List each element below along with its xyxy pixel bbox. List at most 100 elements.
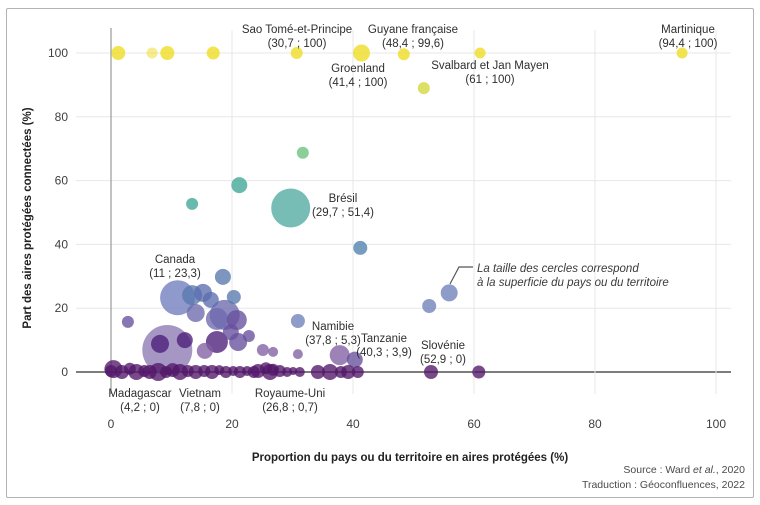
- x-tick-label: 80: [588, 417, 602, 431]
- bubble-slov-nie: [424, 365, 438, 379]
- bubble: [289, 367, 298, 375]
- country-label-name: Groenland: [331, 63, 385, 75]
- bubble: [422, 299, 437, 313]
- bubble: [290, 314, 305, 328]
- bubble: [440, 284, 458, 302]
- bubble: [198, 365, 211, 377]
- annotation-leader-line: [449, 266, 473, 285]
- x-tick-label: 60: [467, 417, 481, 431]
- bubble: [205, 308, 228, 330]
- country-label-name: Brésil: [329, 193, 358, 205]
- bubble-sao-tom-et-principe: [290, 47, 303, 59]
- tick-labels: 0 20 40 60 80 100 0 20 40 60 80 100: [48, 46, 726, 431]
- country-label-value: (37,8 ; 5,3): [305, 335, 361, 347]
- bubble: [176, 332, 193, 349]
- bubble-tanzanie: [346, 351, 363, 368]
- country-label-value: (30,7 ; 100): [268, 38, 327, 50]
- y-tick-label: 0: [61, 365, 68, 379]
- bubble: [228, 366, 239, 376]
- bubble: [417, 82, 430, 95]
- country-label-value: (94,4 ; 100): [659, 38, 718, 50]
- country-label-name: Slovénie: [421, 340, 465, 352]
- y-axis-title: Part des aires protégées connectées (%): [22, 107, 34, 328]
- bubble: [151, 334, 169, 353]
- bubble: [105, 365, 117, 377]
- x-tick-label: 100: [706, 417, 726, 431]
- country-labels: Sao Tomé-et-Principe (30,7 ; 100) Groenlan…: [108, 24, 717, 414]
- x-tick-label: 40: [346, 417, 360, 431]
- bubble-guyane-fran-aise: [397, 48, 410, 61]
- bubble: [351, 366, 364, 378]
- bubble-groenland: [353, 44, 370, 62]
- bubble: [322, 364, 338, 380]
- country-label-name: Vietnam: [179, 388, 221, 400]
- country-label-value: (29,7 ; 51,4): [312, 207, 374, 219]
- x-tick-label: 20: [225, 417, 239, 431]
- country-label-value: (52,9 ; 0): [420, 354, 466, 366]
- bubble: [268, 346, 279, 357]
- bubble: [186, 304, 205, 322]
- x-tick-label: 0: [108, 417, 115, 431]
- bubbles: [104, 44, 688, 381]
- y-tick-label: 20: [55, 301, 69, 315]
- bubble: [296, 146, 309, 159]
- country-label-name: Canada: [155, 254, 196, 266]
- bubble: [310, 365, 325, 379]
- bubble: [111, 46, 126, 60]
- y-tick-label: 100: [48, 46, 68, 60]
- bubble-martinique: [676, 47, 688, 59]
- y-tick-label: 80: [55, 110, 69, 124]
- size-annotation-line1: La taille des cercles correspond: [477, 263, 639, 275]
- figure-frame: [6, 8, 754, 498]
- bubble: [138, 365, 151, 377]
- bubble: [334, 366, 347, 378]
- country-label-name: Namibie: [312, 321, 354, 333]
- country-label-value: (41,4 ; 100): [329, 77, 388, 89]
- bubble: [222, 324, 239, 341]
- bubble: [226, 290, 241, 304]
- country-label-value: (11 ; 23,3): [149, 268, 201, 280]
- bubble: [186, 197, 199, 210]
- country-label-value: (40,3 ; 3,9): [356, 347, 412, 359]
- bubble: [242, 366, 253, 376]
- bubble: [214, 268, 231, 285]
- country-label-name: Svalbard et Jan Mayen: [431, 60, 549, 72]
- x-axis-title: Proportion du pays ou du territoire en a…: [252, 452, 568, 464]
- bubble: [160, 46, 175, 60]
- size-annotation-line2: à la superficie du pays ou du territoire: [477, 277, 669, 289]
- bubble-br-sil: [271, 188, 311, 228]
- bubble: [353, 240, 368, 255]
- bubble: [231, 177, 248, 194]
- country-label-name: Royaume-Uni: [255, 388, 325, 400]
- bubble-svalbard-et-jan-mayen: [474, 47, 486, 59]
- bubble-namibie: [329, 345, 350, 366]
- y-tick-label: 60: [55, 174, 69, 188]
- bubble: [256, 344, 269, 356]
- bubble: [121, 315, 134, 328]
- country-label-name: Sao Tomé-et-Principe: [242, 24, 352, 36]
- bubble: [181, 365, 194, 377]
- bubble: [472, 365, 486, 379]
- bubble: [294, 367, 305, 377]
- country-label-value: (4,2 ; 0): [120, 402, 160, 414]
- country-label-value: (48,4 ; 99,6): [382, 38, 444, 50]
- translation-credit: Traduction : Géoconfluences, 2022: [582, 479, 745, 491]
- country-label-value: (61 ; 100): [465, 74, 514, 86]
- country-label-value: (7,8 ; 0): [180, 402, 220, 414]
- bubble: [202, 291, 219, 308]
- bubble: [206, 46, 220, 60]
- y-tick-label: 40: [55, 237, 69, 251]
- country-label-value: (26,8 ; 0,7): [262, 402, 318, 414]
- country-label-name: Martinique: [661, 24, 715, 36]
- country-label-name: Tanzanie: [361, 333, 407, 345]
- country-label-name: Guyane française: [368, 24, 458, 36]
- bubble: [242, 330, 255, 342]
- bubble: [292, 349, 303, 360]
- bubble: [160, 366, 173, 378]
- bubble: [123, 362, 136, 375]
- bubble: [146, 47, 158, 59]
- country-label-name: Madagascar: [108, 388, 171, 400]
- source-credit: Source : Ward et al., 2020: [623, 464, 745, 476]
- bubble: [214, 365, 225, 376]
